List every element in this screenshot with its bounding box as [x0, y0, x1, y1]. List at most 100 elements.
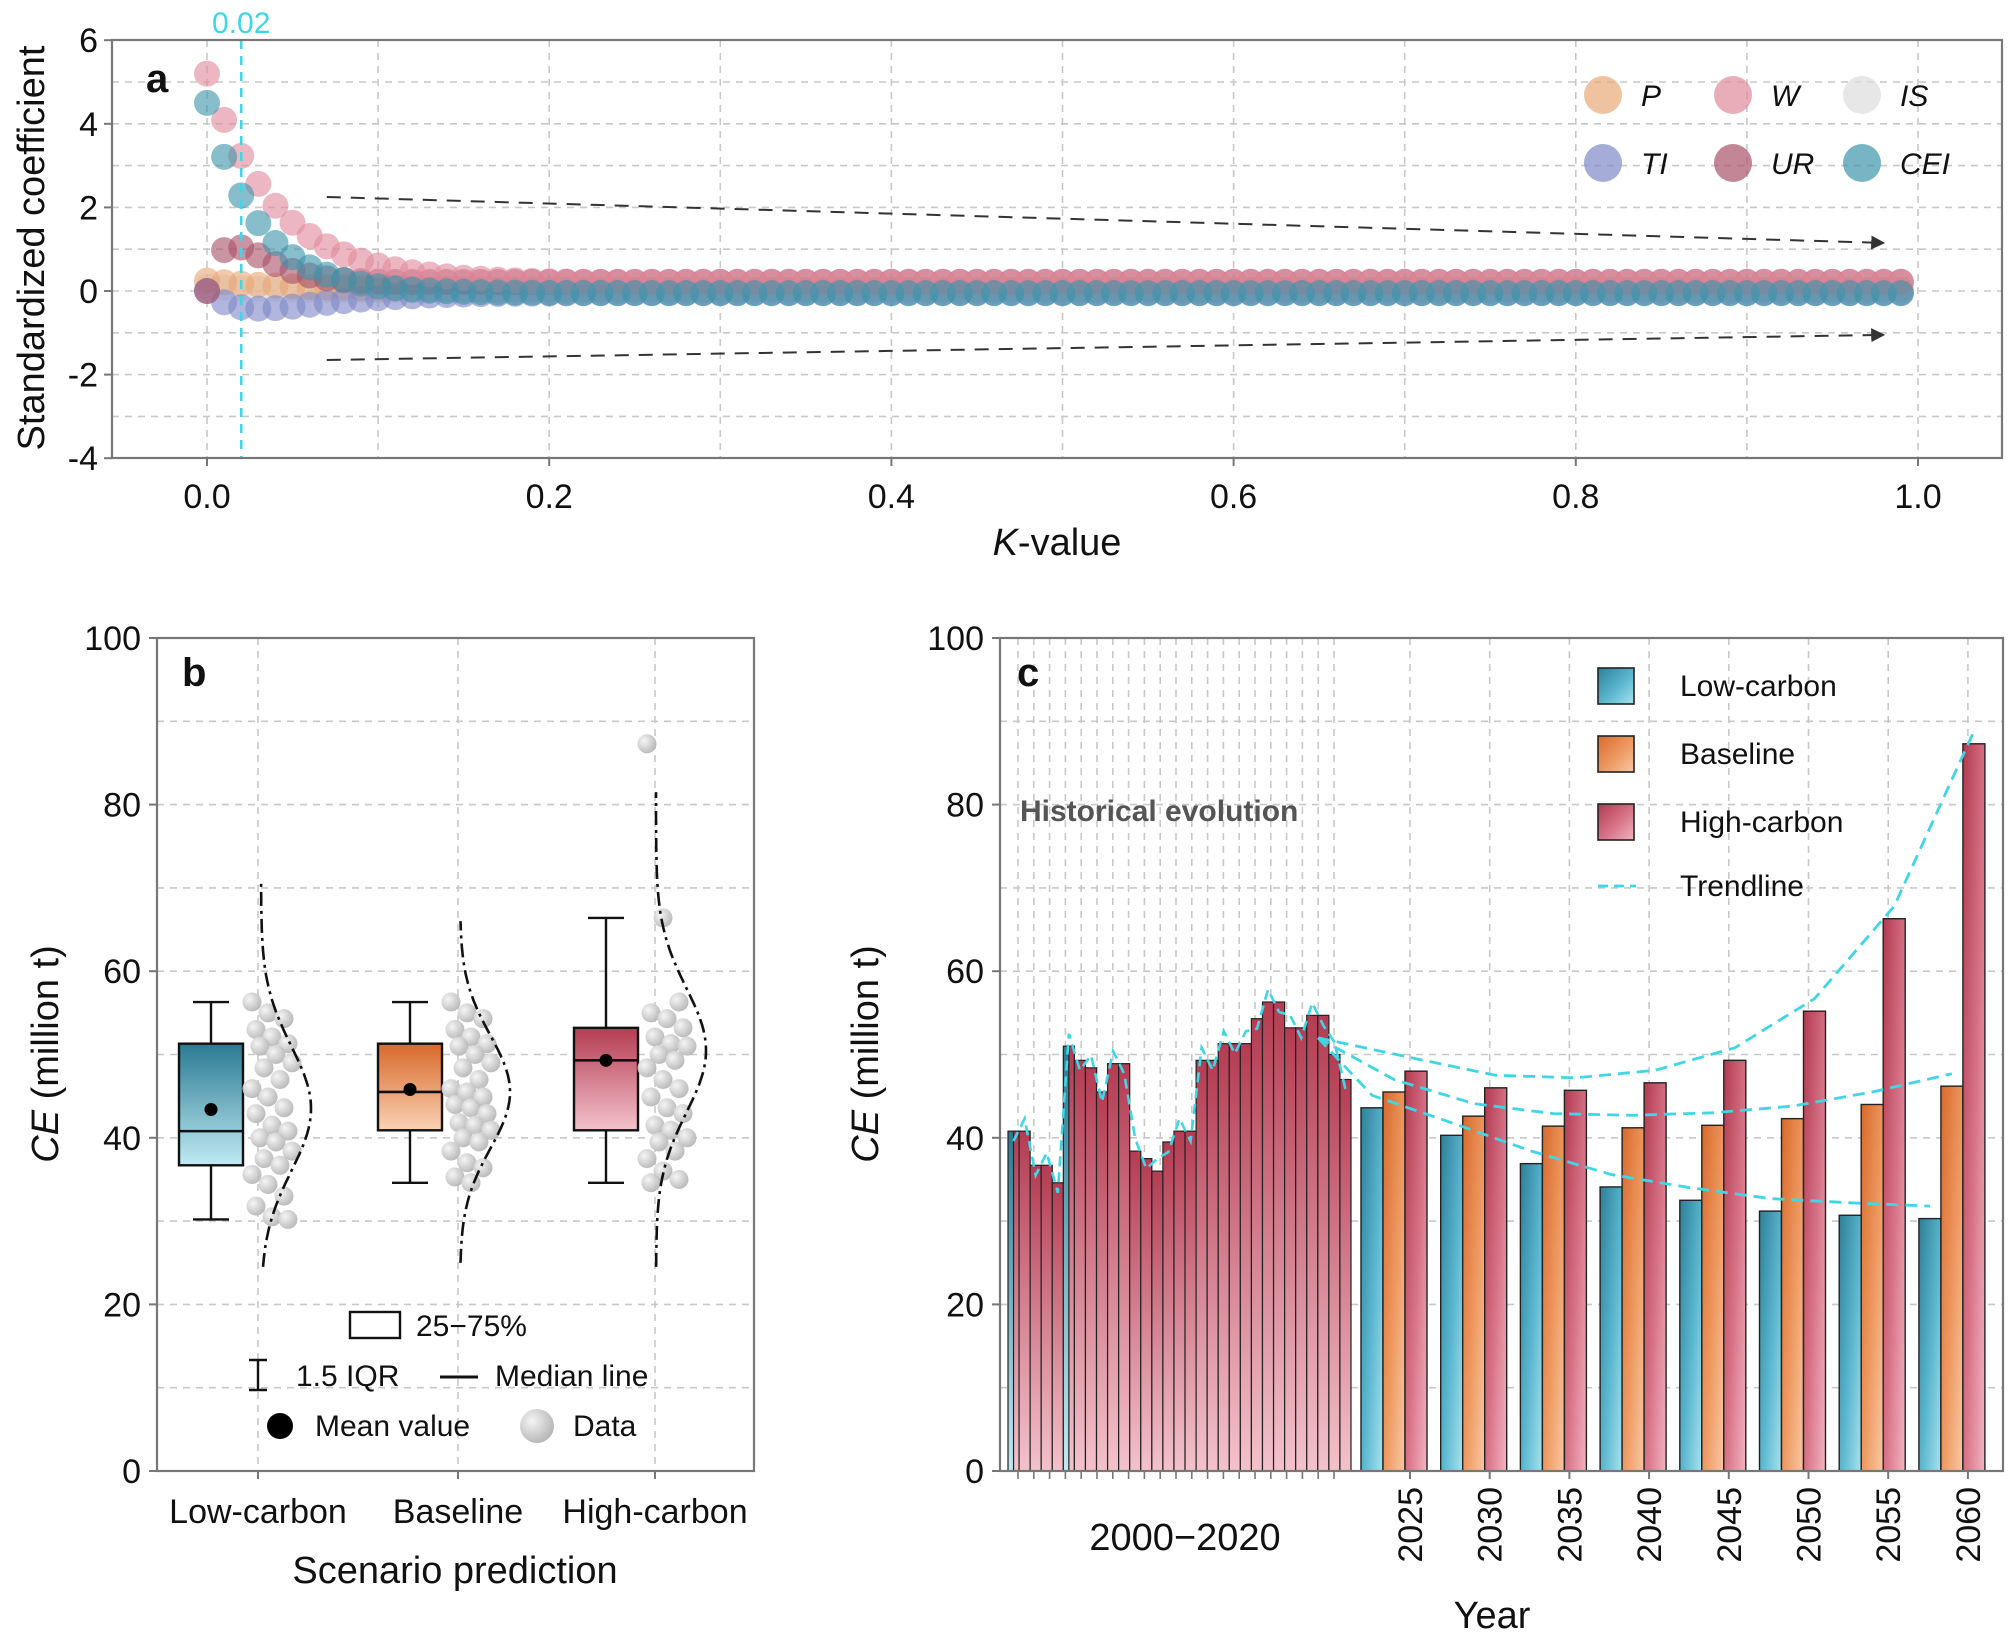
bar-baseline-2060 — [1940, 1085, 1964, 1472]
panel-b-frame — [155, 636, 756, 1473]
bar-low-carbon-2050 — [1758, 1210, 1783, 1472]
data-point — [481, 1053, 501, 1073]
data-point — [469, 1069, 489, 1089]
historical-bar — [1129, 1150, 1142, 1472]
panel-c-xtick-label: 2030 — [1472, 1487, 1510, 1563]
data-point — [250, 1036, 270, 1056]
data-point — [274, 1009, 294, 1029]
historical-bar — [1239, 1043, 1253, 1472]
bar-low-carbon-2045 — [1679, 1199, 1703, 1472]
historical-bars — [1007, 1001, 1352, 1472]
historical-bar — [1217, 1043, 1230, 1472]
panel-c: c Historical evolution CE (million t) Ye… — [845, 620, 2005, 1637]
data-point — [473, 1009, 493, 1029]
data-point — [653, 1161, 673, 1181]
bar-high-carbon-2025 — [1404, 1070, 1428, 1472]
data-point — [246, 1196, 266, 1216]
data-point — [641, 1003, 661, 1023]
data-point — [469, 1132, 489, 1152]
data-point — [669, 1169, 689, 1189]
panel-c-ytick-label: 0 — [965, 1453, 984, 1491]
data-point — [649, 1045, 669, 1064]
panel-b-xlabel: Scenario prediction — [292, 1550, 617, 1592]
historical-bar — [1284, 1027, 1297, 1472]
density-curve — [259, 879, 313, 1268]
historical-bar — [1184, 1130, 1197, 1472]
legend-data-label: Data — [573, 1410, 637, 1443]
panel-c-ytick-label: 100 — [927, 620, 984, 658]
panel-c-xtick-label: 2035 — [1551, 1487, 1589, 1563]
panel-b-xtick-label: High-carbon — [562, 1493, 747, 1531]
bar-baseline-2055 — [1860, 1103, 1884, 1472]
mean-marker — [204, 1102, 218, 1116]
selected-k-label: 0.02 — [212, 7, 270, 40]
panel-c-bars — [1007, 743, 1986, 1472]
historical-bar — [1295, 1027, 1308, 1472]
data-point — [461, 1098, 481, 1118]
panel-a-xlabel-k: K — [993, 522, 1020, 564]
series-cei-point — [228, 182, 255, 209]
panel-c-ytick-label: 80 — [946, 787, 984, 825]
series-cei-point — [211, 143, 238, 170]
panel-a-label: a — [146, 57, 169, 101]
historical-bar — [1228, 1043, 1241, 1472]
historical-bar — [1095, 1091, 1109, 1472]
panel-c-xtick-label: 2060 — [1950, 1487, 1988, 1563]
box-baseline — [376, 1000, 444, 1184]
bar-baseline-2035 — [1541, 1125, 1566, 1472]
data-point — [641, 1173, 661, 1193]
panel-a-xtick-label: 0.2 — [526, 478, 573, 516]
data-point — [254, 1058, 274, 1078]
legend-is-swatch — [1843, 76, 1881, 114]
legend-data-swatch — [520, 1409, 554, 1443]
historical-bar — [1118, 1063, 1131, 1472]
series-w-point — [211, 106, 238, 133]
panel-a-xtick-label: 0.0 — [183, 478, 230, 516]
data-point — [270, 1155, 290, 1175]
bars-baseline — [1382, 1085, 1964, 1472]
panel-c-ylabel: CE (million t) — [845, 945, 887, 1162]
data-point — [242, 1164, 262, 1184]
legend-trendline-label: Trendline — [1680, 870, 1804, 903]
panel-a-ticks: 0.0 0.2 0.4 0.6 0.8 1.0 -4 -2 0 2 4 6 — [68, 22, 1942, 516]
panel-c-label: c — [1017, 651, 1039, 695]
series-cei-point — [194, 89, 220, 116]
panel-c-ytick-label: 60 — [946, 953, 984, 991]
data-point — [457, 1153, 477, 1173]
box-low-carbon — [177, 1000, 245, 1221]
historical-bar — [1339, 1078, 1352, 1472]
historical-bar — [1073, 1059, 1087, 1472]
legend-ti-swatch — [1584, 144, 1622, 182]
data-point — [637, 734, 657, 754]
density-curve — [654, 792, 708, 1267]
data-point — [657, 1009, 677, 1029]
bar-high-carbon-2040 — [1643, 1082, 1667, 1472]
data-point — [246, 1020, 266, 1040]
trendline-low-carbon — [1316, 1036, 1930, 1208]
data-point — [665, 1050, 685, 1070]
legend-mean-label: Mean value — [315, 1410, 470, 1443]
panel-b-xtick-label: Baseline — [393, 1493, 523, 1531]
data-point — [477, 1104, 497, 1124]
data-point — [274, 1186, 294, 1206]
legend-p-swatch — [1584, 76, 1622, 114]
density-curve — [459, 921, 512, 1263]
box-high-carbon — [572, 916, 640, 1184]
legend-baseline-swatch — [1597, 735, 1635, 773]
data-point — [445, 1094, 465, 1114]
panel-a-ytick-label: -2 — [68, 357, 98, 395]
bar-baseline-2050 — [1780, 1117, 1805, 1472]
panel-b: b CE (million t) Scenario prediction 0 20… — [25, 620, 756, 1592]
data-point — [282, 1053, 302, 1073]
panel-b-xtick-label: Low-carbon — [169, 1493, 347, 1531]
data-point — [266, 1045, 286, 1064]
data-point — [258, 1174, 278, 1194]
panel-c-xtick-label: 2050 — [1791, 1487, 1829, 1563]
data-point — [669, 992, 689, 1012]
data-point — [677, 1128, 697, 1148]
data-point — [457, 1003, 477, 1023]
panel-b-ytick-label: 20 — [103, 1286, 141, 1324]
bar-high-carbon-2050 — [1802, 1010, 1827, 1472]
data-point — [661, 1120, 681, 1140]
